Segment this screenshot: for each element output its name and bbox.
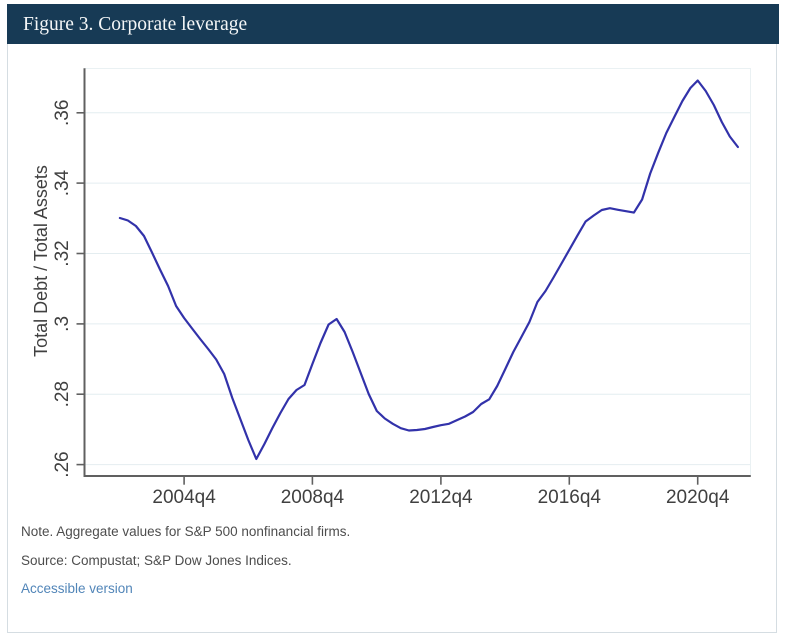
svg-text:.34: .34 bbox=[52, 169, 73, 196]
svg-text:2004q4: 2004q4 bbox=[152, 487, 216, 508]
svg-text:2008q4: 2008q4 bbox=[281, 487, 345, 508]
svg-text:Total Debt / Total Assets: Total Debt / Total Assets bbox=[31, 165, 51, 357]
svg-text:.32: .32 bbox=[52, 240, 73, 266]
svg-text:.28: .28 bbox=[52, 381, 73, 407]
svg-text:.3: .3 bbox=[52, 316, 73, 332]
svg-text:.36: .36 bbox=[52, 100, 73, 126]
svg-text:.26: .26 bbox=[52, 451, 73, 477]
svg-text:2020q4: 2020q4 bbox=[666, 487, 730, 508]
svg-text:2016q4: 2016q4 bbox=[538, 487, 602, 508]
svg-text:2012q4: 2012q4 bbox=[409, 487, 473, 508]
